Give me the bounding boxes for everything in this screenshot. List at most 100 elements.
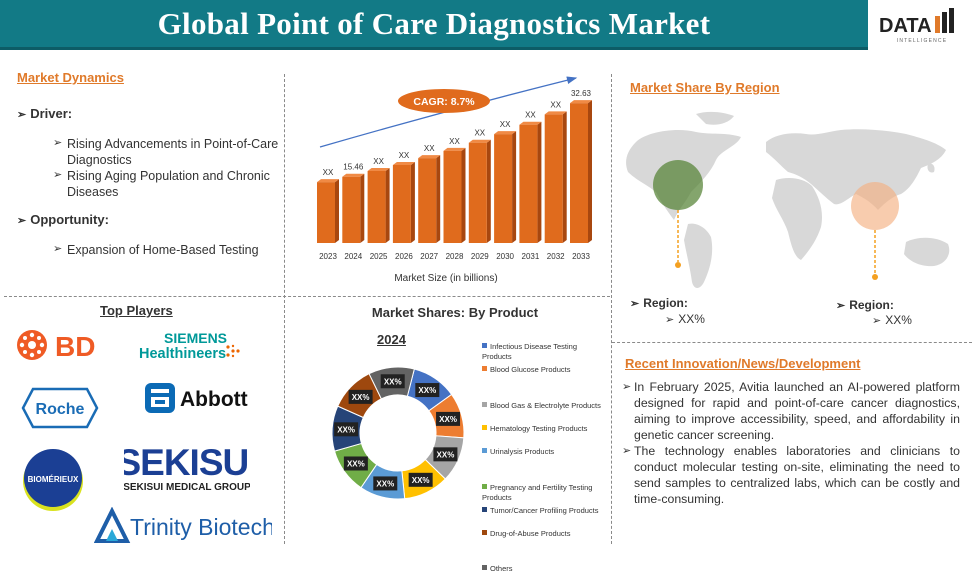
bar-2023: [317, 182, 335, 243]
bar-2024: [342, 176, 361, 243]
slice-label: XX%: [376, 479, 394, 488]
slice-label-box: [415, 383, 440, 398]
legend-item: Tumor/Cancer Profiling Products: [482, 506, 602, 516]
bar-value-label: XX: [323, 168, 334, 177]
legend-item: Pregnancy and Fertility Testing Products: [482, 483, 602, 503]
slice-label: XX%: [418, 386, 436, 395]
legend-swatch: [482, 448, 487, 453]
bar-side: [512, 131, 517, 243]
slice-label: XX%: [347, 459, 365, 468]
bar-top: [570, 100, 592, 104]
bar-2026: [392, 165, 411, 243]
slice-label-box: [380, 374, 405, 389]
bar-top: [342, 173, 365, 177]
bar-2028: [443, 150, 462, 243]
divider-v2: [611, 74, 612, 544]
arrow-icon: ➢: [622, 445, 632, 457]
bar-side: [335, 179, 339, 243]
slice-label: XX%: [337, 425, 355, 434]
bar-top: [544, 111, 567, 115]
bar-2030: [494, 134, 513, 243]
arrow-icon: ➢: [665, 314, 675, 326]
page-title: Global Point of Care Diagnostics Market: [157, 6, 711, 41]
bar-2029: [468, 142, 487, 243]
legend-swatch: [482, 484, 487, 489]
region-left-value: ➢ XX%: [665, 312, 705, 326]
svg-text:Abbott: Abbott: [180, 388, 248, 411]
bar-side: [436, 155, 441, 243]
legend-label: Urinalysis Products: [490, 447, 555, 456]
bar-category-label: 2024: [344, 252, 362, 261]
driver-item-2: ➢ Rising Aging Population and Chronic Dis…: [53, 169, 270, 199]
product-donut-chart: XX% XX% XX% XX% XX% XX% XX% XX% XX%: [331, 366, 465, 500]
bar-2032: [544, 114, 563, 243]
bar-side: [385, 168, 390, 243]
svg-text:BIOMÉRIEUX: BIOMÉRIEUX: [28, 475, 79, 484]
legend-label: Pregnancy and Fertility Testing Products: [482, 483, 593, 502]
region-title: Market Share By Region: [630, 80, 780, 95]
slice-label-box: [436, 411, 461, 426]
slice-label-box: [334, 422, 359, 437]
bar-side: [410, 162, 415, 243]
legend-label: Infectious Disease Testing Products: [482, 342, 577, 361]
bar-top: [443, 147, 466, 151]
arrow-icon: ➢: [17, 109, 27, 121]
bar-side: [486, 139, 491, 243]
svg-text:SEKISUI MEDICAL GROUP: SEKISUI MEDICAL GROUP: [124, 482, 250, 493]
arrow-icon: ➢: [836, 300, 846, 312]
bar-2033: [570, 103, 588, 244]
logo-text: DATA: [879, 15, 932, 37]
svg-text:BD: BD: [55, 331, 95, 362]
news-item-1: ➢ In February 2025, Avitia launched an AI…: [622, 380, 960, 442]
opportunity-heading: ➢ Opportunity:: [17, 212, 109, 227]
bar-value-label: XX: [474, 129, 485, 138]
legend-swatch: [482, 507, 487, 512]
news-title: Recent Innovation/News/Development: [625, 356, 861, 371]
biomerieux-logo: BIOMÉRIEUX: [23, 449, 83, 511]
region-left-label: ➢ Region:: [630, 296, 688, 310]
legend-swatch: [482, 402, 487, 407]
region-right-value: ➢ XX%: [872, 313, 912, 327]
bar-side: [588, 100, 592, 244]
bar-value-label: XX: [449, 137, 460, 146]
legend-swatch: [482, 530, 487, 535]
legend-item: Drug-of-Abuse Products: [482, 529, 602, 539]
slice-label: XX%: [437, 450, 455, 459]
abbott-logo: Abbott: [145, 383, 248, 413]
bd-logo: BD: [17, 330, 95, 362]
header-bar: [0, 0, 868, 50]
legend-swatch: [482, 425, 487, 430]
legend-swatch: [482, 343, 487, 348]
bar-value-label: XX: [550, 100, 561, 109]
arrow-icon: ➢: [630, 298, 640, 310]
bar-2031: [519, 124, 538, 243]
slice-label: XX%: [439, 415, 457, 424]
slice-label-box: [373, 476, 398, 491]
divider-h2: [612, 342, 972, 343]
bar-category-label: 2031: [522, 252, 540, 261]
legend-swatch: [482, 565, 487, 570]
bar-top: [418, 155, 441, 159]
bar-category-label: 2027: [420, 252, 438, 261]
bar-category-label: 2033: [572, 252, 590, 261]
arrow-icon: ➢: [53, 137, 63, 149]
roche-logo: Roche: [21, 387, 99, 429]
bar-top: [494, 131, 517, 135]
driver-heading: ➢ Driver:: [17, 106, 73, 121]
bar-top: [392, 162, 415, 165]
bar-side: [537, 121, 542, 243]
region-bubble-asia: [851, 182, 899, 230]
divider-h1: [4, 296, 610, 297]
datam-logo: DATA INTELLIGENCE: [871, 2, 973, 46]
arrow-icon: ➢: [872, 315, 882, 327]
bar-category-label: 2030: [496, 252, 514, 261]
product-chart-title: Market Shares: By Product: [371, 305, 539, 320]
bar-category-label: 2026: [395, 252, 413, 261]
bar-2025: [367, 171, 386, 243]
arrow-icon: ➢: [622, 381, 632, 393]
market-size-bar-chart: XX 2023 15.46 2024 XX 2025 XX 2026 XX 2027 XX 2028 X…: [317, 76, 592, 284]
siemens-healthineers-logo: SIEMENS Healthineers: [139, 330, 240, 362]
legend-item: Blood Gas & Electrolyte Products: [482, 401, 602, 411]
slice-label-box: [343, 456, 368, 471]
driver-item-1: ➢ Rising Advancements in Point-of-Care Di…: [53, 137, 279, 167]
